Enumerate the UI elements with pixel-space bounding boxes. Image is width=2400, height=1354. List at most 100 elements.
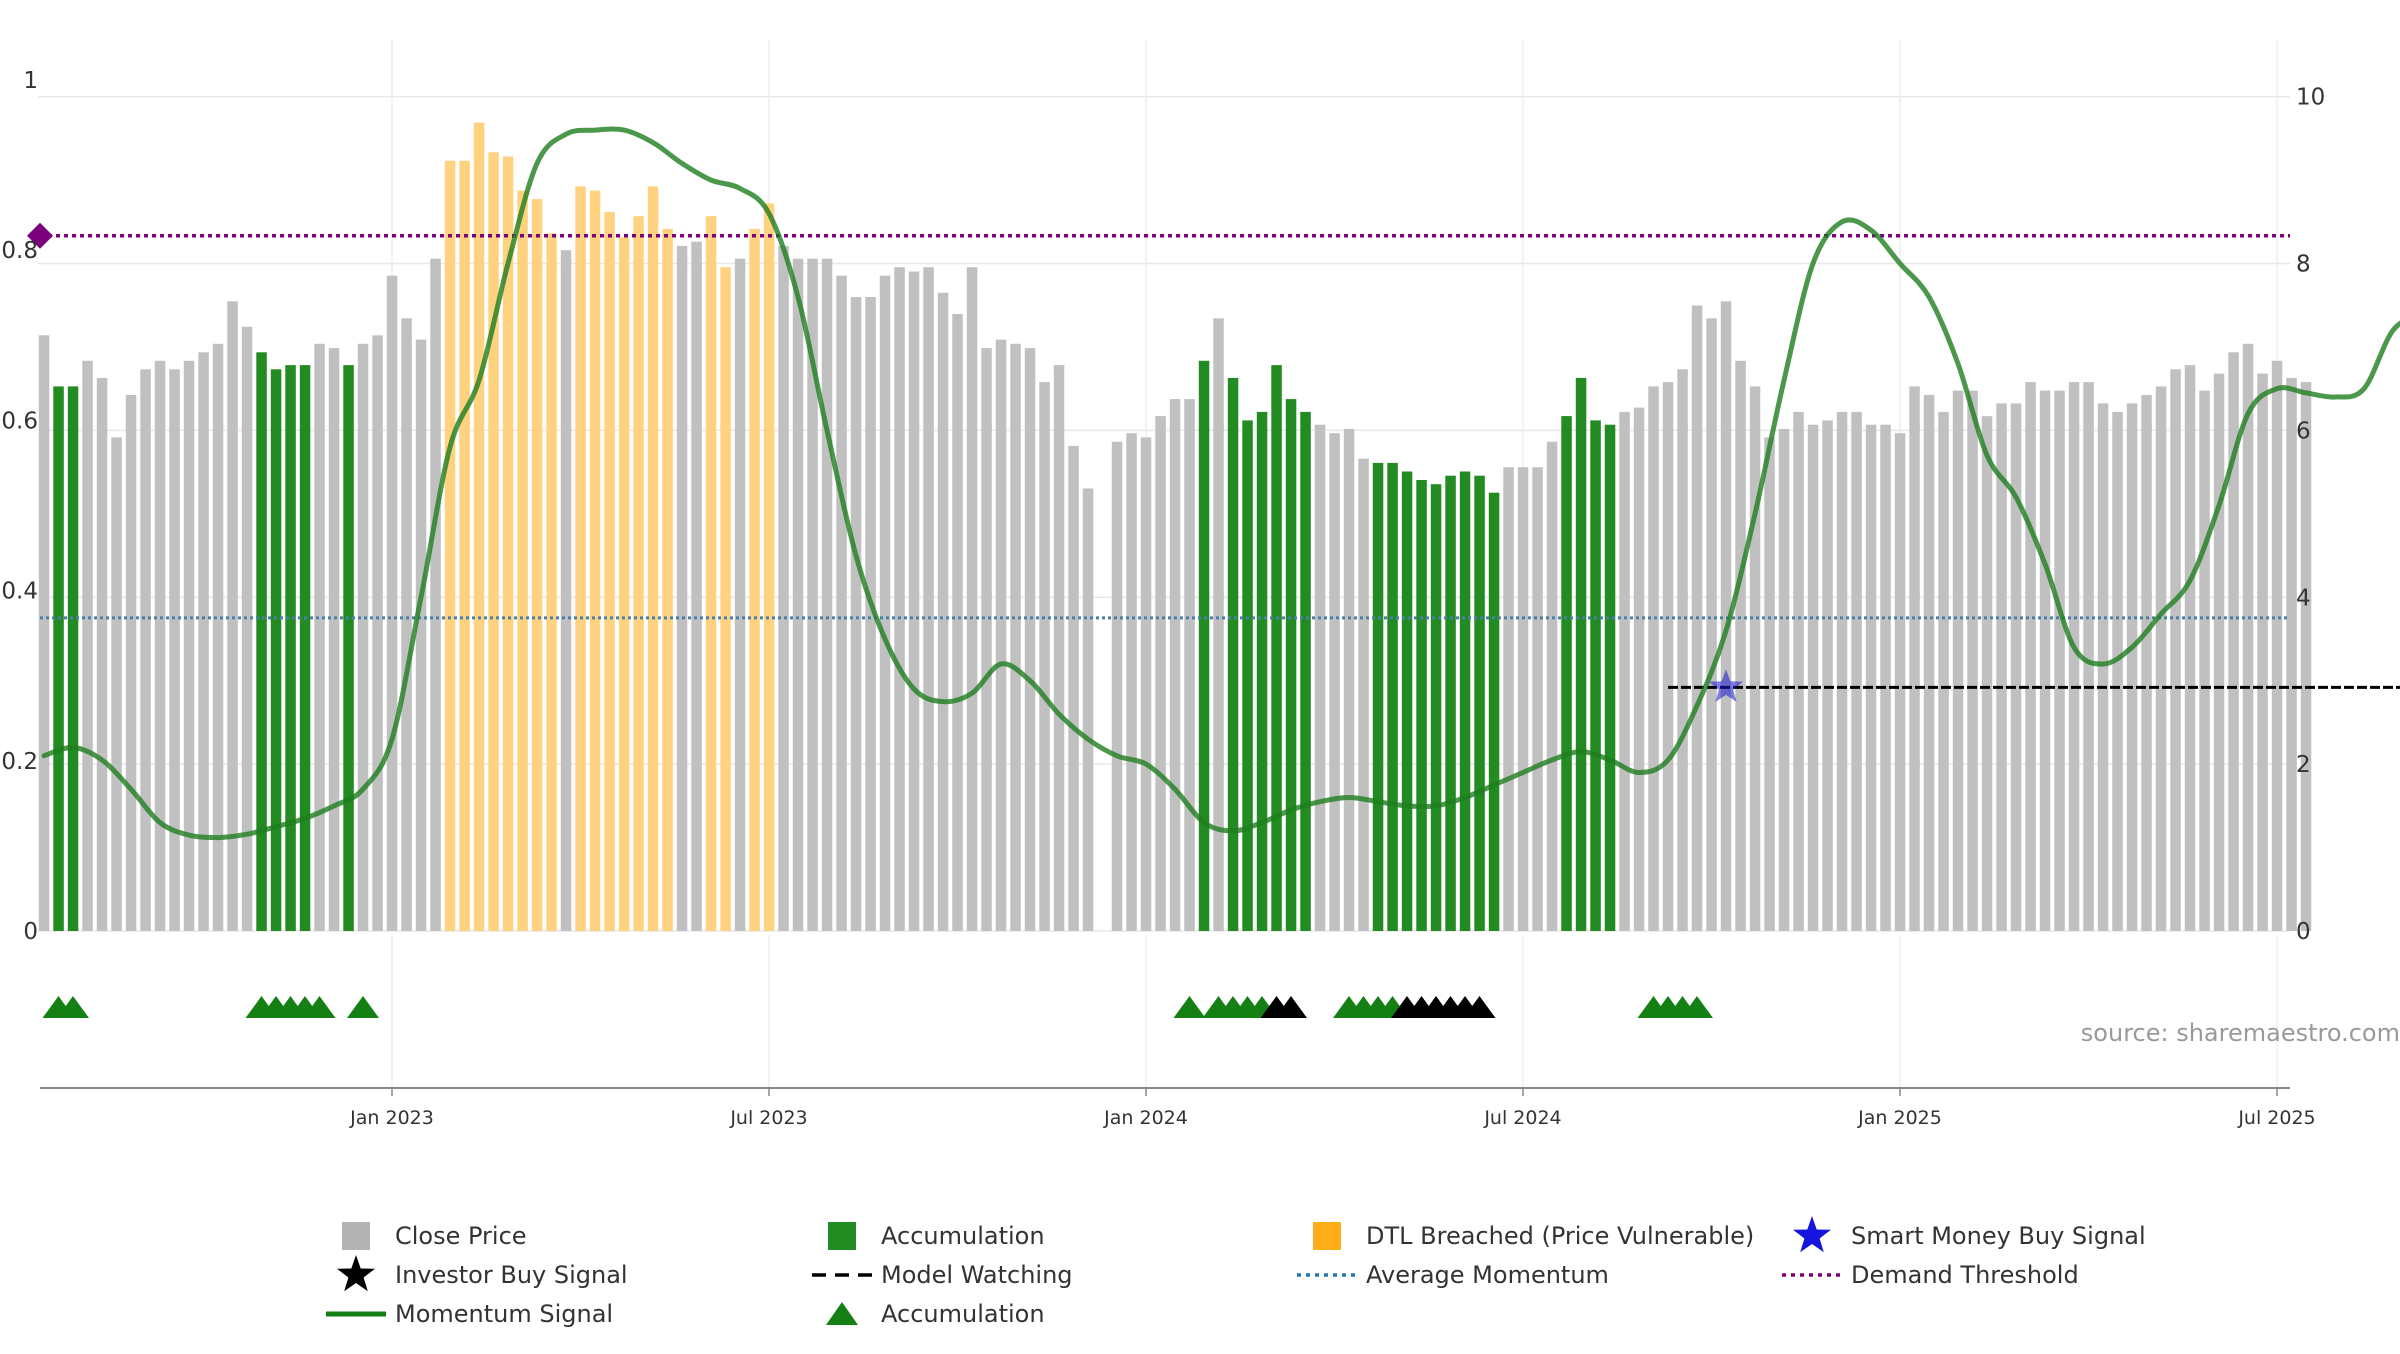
legend-item: Close Price bbox=[342, 1222, 527, 1250]
investor-buy-signal-marker bbox=[1463, 996, 1496, 1018]
legend-label: Demand Threshold bbox=[1851, 1261, 2079, 1289]
close-price-bar bbox=[647, 186, 659, 931]
close-price-bar bbox=[198, 352, 209, 931]
close-price-bar bbox=[2170, 369, 2181, 931]
close-price-bar bbox=[415, 339, 427, 932]
close-price-bar bbox=[1706, 318, 1717, 931]
close-price-bar bbox=[1227, 377, 1239, 931]
investor-buy-signal-marker bbox=[1275, 996, 1307, 1018]
left-tick-label: 0 bbox=[23, 919, 38, 945]
close-price-bar bbox=[1329, 433, 1340, 931]
close-price-bar bbox=[1474, 475, 1485, 931]
close-price-bar bbox=[430, 258, 441, 931]
legend-item: Smart Money Buy Signal bbox=[1793, 1216, 2146, 1253]
right-tick-label: 6 bbox=[2296, 418, 2311, 444]
close-price-bar bbox=[749, 228, 760, 931]
close-price-bar bbox=[966, 267, 978, 931]
close-price-bar bbox=[227, 301, 238, 931]
close-price-bar bbox=[1532, 467, 1543, 931]
close-price-bar bbox=[1865, 424, 1877, 931]
source-attribution: source: sharemaestro.com bbox=[2081, 1019, 2400, 1047]
close-price-bar bbox=[923, 267, 934, 931]
close-price-bar bbox=[2271, 360, 2283, 931]
close-price-bar bbox=[531, 199, 543, 932]
close-price-bar bbox=[1169, 399, 1181, 932]
left-tick-label: 0.8 bbox=[1, 238, 38, 264]
close-price-bar bbox=[125, 394, 137, 931]
close-price-bar bbox=[1198, 360, 1210, 931]
close-price-bar bbox=[981, 348, 992, 932]
close-price-bar bbox=[212, 343, 224, 931]
close-price-bar bbox=[807, 258, 818, 931]
close-price-bar bbox=[1793, 411, 1804, 931]
close-price-bar bbox=[53, 386, 64, 931]
close-price-bar bbox=[256, 352, 267, 931]
legend-label: Close Price bbox=[395, 1222, 527, 1250]
accumulation-triangle bbox=[1173, 996, 1206, 1018]
x-tick-label: Jul 2025 bbox=[2237, 1107, 2315, 1129]
close-price-bar bbox=[879, 275, 891, 931]
close-price-bar bbox=[1851, 411, 1862, 931]
x-tick-label: Jul 2023 bbox=[729, 1107, 807, 1129]
close-price-bar bbox=[792, 258, 804, 931]
close-price-bar bbox=[589, 190, 601, 932]
close-price-bar bbox=[1358, 458, 1369, 931]
close-price-bar bbox=[1213, 318, 1224, 931]
legend-square-icon bbox=[342, 1222, 370, 1250]
close-price-bar bbox=[1010, 343, 1021, 931]
close-price-bar bbox=[2286, 377, 2297, 931]
legend-item: Model Watching bbox=[812, 1261, 1073, 1289]
close-price-bar bbox=[2300, 382, 2312, 932]
close-price-bar bbox=[328, 348, 340, 932]
close-price-bar bbox=[401, 318, 412, 931]
close-price-bar bbox=[183, 360, 195, 931]
close-price-bar bbox=[1517, 467, 1529, 931]
legend-square-icon bbox=[828, 1222, 856, 1250]
close-price-bar bbox=[560, 250, 572, 931]
x-tick-label: Jul 2024 bbox=[1483, 1107, 1561, 1129]
close-price-bar bbox=[444, 160, 456, 932]
close-price-bar bbox=[908, 271, 920, 931]
right-tick-label: 8 bbox=[2296, 252, 2311, 278]
close-price-bar bbox=[2083, 382, 2094, 932]
signal-markers bbox=[1708, 669, 1744, 702]
close-price-bar bbox=[1082, 488, 1094, 931]
signal-panel bbox=[42, 996, 1713, 1018]
right-tick-label: 10 bbox=[2296, 85, 2325, 111]
close-price-bar bbox=[1300, 411, 1311, 931]
close-price-bar bbox=[952, 314, 963, 931]
legend-star-icon bbox=[1793, 1216, 1831, 1253]
close-price-bar bbox=[2126, 403, 2138, 931]
left-tick-label: 0.6 bbox=[1, 408, 38, 434]
x-tick-label: Jan 2024 bbox=[1103, 1107, 1188, 1129]
close-price-bar bbox=[459, 160, 470, 932]
close-price-bar bbox=[1662, 382, 1674, 932]
close-price-bar bbox=[1749, 386, 1761, 931]
close-price-bar bbox=[111, 437, 122, 931]
close-price-bar bbox=[1604, 424, 1616, 931]
close-price-bar bbox=[2141, 394, 2152, 931]
left-tick-label: 1 bbox=[23, 68, 38, 94]
close-price-bar bbox=[1503, 467, 1514, 931]
legend-label: Average Momentum bbox=[1366, 1261, 1609, 1289]
close-price-bar bbox=[1981, 416, 1993, 932]
close-price-bar bbox=[473, 122, 485, 932]
close-price-bar bbox=[488, 152, 499, 932]
close-price-bar bbox=[633, 216, 644, 931]
close-price-bar bbox=[154, 360, 166, 931]
legend-item: Average Momentum bbox=[1297, 1261, 1609, 1289]
close-price-bar bbox=[1126, 433, 1137, 931]
close-price-bar bbox=[140, 369, 151, 931]
close-price-bar bbox=[894, 267, 905, 931]
close-price-bar bbox=[517, 190, 528, 932]
legend-label: Momentum Signal bbox=[395, 1300, 613, 1328]
right-tick-label: 2 bbox=[2296, 752, 2311, 778]
close-price-bar bbox=[1024, 348, 1036, 932]
close-price-bar bbox=[604, 211, 615, 931]
legend-label: Accumulation bbox=[881, 1222, 1045, 1250]
close-price-bar bbox=[763, 203, 775, 931]
close-price-bar bbox=[1314, 424, 1326, 931]
